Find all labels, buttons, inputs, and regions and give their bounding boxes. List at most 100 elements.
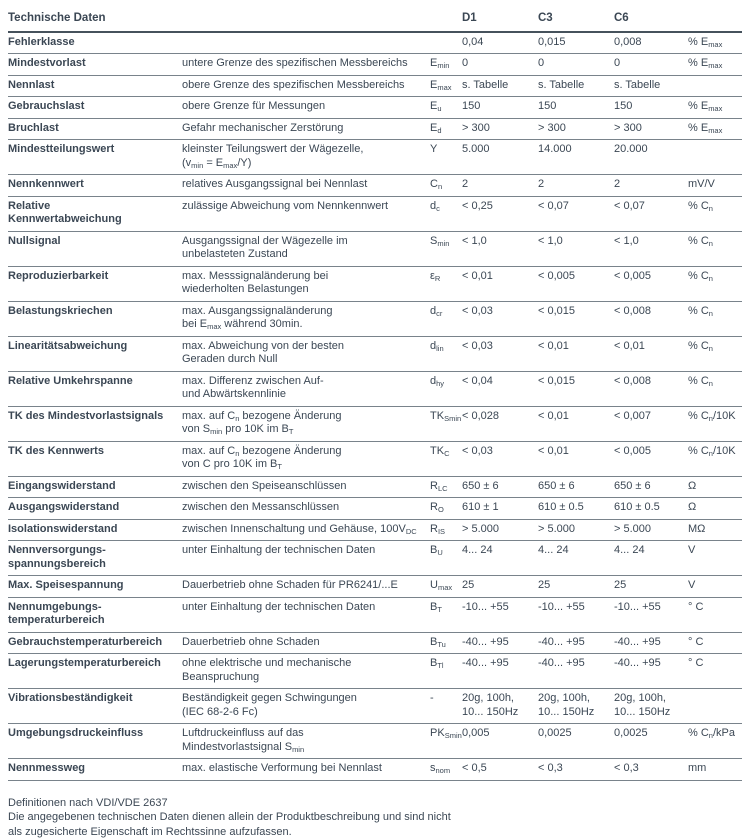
header-symbol-spacer [430, 9, 462, 32]
param-name-cell: Ausgangswiderstand [8, 498, 182, 520]
value-c3-cell: 0,015 [538, 32, 614, 54]
footer-disclaimer-line-2: als zugesicherte Eigenschaft im Rechtssi… [8, 825, 742, 839]
param-name-cell: Fehlerklasse [8, 32, 182, 54]
description-cell: zwischen den Messanschlüssen [182, 498, 430, 520]
param-name-cell: Nennmessweg [8, 759, 182, 781]
symbol-cell: snom [430, 759, 462, 781]
param-name-cell: Belastungskriechen [8, 301, 182, 336]
value-c6-cell: < 0,008 [614, 301, 688, 336]
value-c3-cell: 14.000 [538, 140, 614, 175]
unit-cell: Ω [688, 476, 742, 498]
value-c6-cell: 650 ± 6 [614, 476, 688, 498]
unit-cell: % Cn [688, 231, 742, 266]
value-c6-cell: s. Tabelle [614, 75, 688, 97]
value-c6-cell: < 0,005 [614, 441, 688, 476]
description-cell: untere Grenze des spezifischen Messberei… [182, 54, 430, 76]
symbol-cell: Umax [430, 576, 462, 598]
unit-cell: % Cn [688, 336, 742, 371]
table-header-row: Technische Daten D1 C3 C6 [8, 9, 742, 32]
header-unit-spacer [688, 9, 742, 32]
description-cell: relatives Ausgangssignal bei Nennlast [182, 175, 430, 197]
symbol-cell: BT [430, 597, 462, 632]
unit-cell: % Cn/kPa [688, 724, 742, 759]
unit-cell: V [688, 541, 742, 576]
value-d1-cell: 0 [462, 54, 538, 76]
value-d1-cell: > 300 [462, 118, 538, 140]
value-c3-cell: > 300 [538, 118, 614, 140]
value-c6-cell: < 0,3 [614, 759, 688, 781]
value-c6-cell: > 300 [614, 118, 688, 140]
value-c3-cell: > 5.000 [538, 519, 614, 541]
value-d1-cell: s. Tabelle [462, 75, 538, 97]
value-d1-cell: < 0,25 [462, 196, 538, 231]
value-d1-cell: 20g, 100h,10... 150Hz [462, 689, 538, 724]
symbol-cell: dlin [430, 336, 462, 371]
param-name-cell: Mindestteilungswert [8, 140, 182, 175]
value-d1-cell: < 0,01 [462, 266, 538, 301]
value-c3-cell: 25 [538, 576, 614, 598]
value-d1-cell: 0,04 [462, 32, 538, 54]
unit-cell: % Emax [688, 54, 742, 76]
description-cell: Dauerbetrieb ohne Schaden [182, 632, 430, 654]
value-c6-cell: 150 [614, 97, 688, 119]
technical-data-table: Technische Daten D1 C3 C6 Fehlerklasse 0,… [8, 9, 742, 781]
param-name-cell: Linearitätsabweichung [8, 336, 182, 371]
param-name-cell: Vibrationsbeständigkeit [8, 689, 182, 724]
value-d1-cell: -40... +95 [462, 654, 538, 689]
description-cell: max. Differenz zwischen Auf-und Abwärtsk… [182, 371, 430, 406]
value-c6-cell: 20g, 100h,10... 150Hz [614, 689, 688, 724]
footer-notes: Definitionen nach VDI/VDE 2637 Die angeg… [8, 796, 742, 839]
symbol-cell: PKSmin [430, 724, 462, 759]
unit-cell: MΩ [688, 519, 742, 541]
param-name-cell: Gebrauchstemperaturbereich [8, 632, 182, 654]
param-name-cell: Lagerungstemperaturbereich [8, 654, 182, 689]
param-name-cell: Nennkennwert [8, 175, 182, 197]
unit-cell: % Cn/10K [688, 441, 742, 476]
value-d1-cell: < 1,0 [462, 231, 538, 266]
unit-cell [688, 140, 742, 175]
value-c3-cell: -10... +55 [538, 597, 614, 632]
value-c6-cell: 610 ± 0.5 [614, 498, 688, 520]
description-cell: zulässige Abweichung vom Nennkennwert [182, 196, 430, 231]
symbol-cell: RLC [430, 476, 462, 498]
value-c6-cell: 20.000 [614, 140, 688, 175]
value-c6-cell: < 0,005 [614, 266, 688, 301]
value-c6-cell: < 0,007 [614, 406, 688, 441]
value-c6-cell: 2 [614, 175, 688, 197]
symbol-cell: BTu [430, 632, 462, 654]
symbol-cell: TKSmin [430, 406, 462, 441]
unit-cell: % Emax [688, 97, 742, 119]
symbol-cell: Emin [430, 54, 462, 76]
unit-cell: % Emax [688, 32, 742, 54]
value-d1-cell: < 0,028 [462, 406, 538, 441]
param-name-cell: Bruchlast [8, 118, 182, 140]
unit-cell: % Cn [688, 196, 742, 231]
symbol-cell: RO [430, 498, 462, 520]
param-name-cell: Nennversorgungs-spannungsbereich [8, 541, 182, 576]
symbol-cell: BU [430, 541, 462, 576]
symbol-cell: Smin [430, 231, 462, 266]
param-name-cell: Isolationswiderstand [8, 519, 182, 541]
value-c3-cell: < 0,01 [538, 406, 614, 441]
value-d1-cell: 25 [462, 576, 538, 598]
value-c3-cell: < 0,01 [538, 441, 614, 476]
symbol-cell [430, 32, 462, 54]
value-c6-cell: 4... 24 [614, 541, 688, 576]
value-c3-cell: 20g, 100h,10... 150Hz [538, 689, 614, 724]
